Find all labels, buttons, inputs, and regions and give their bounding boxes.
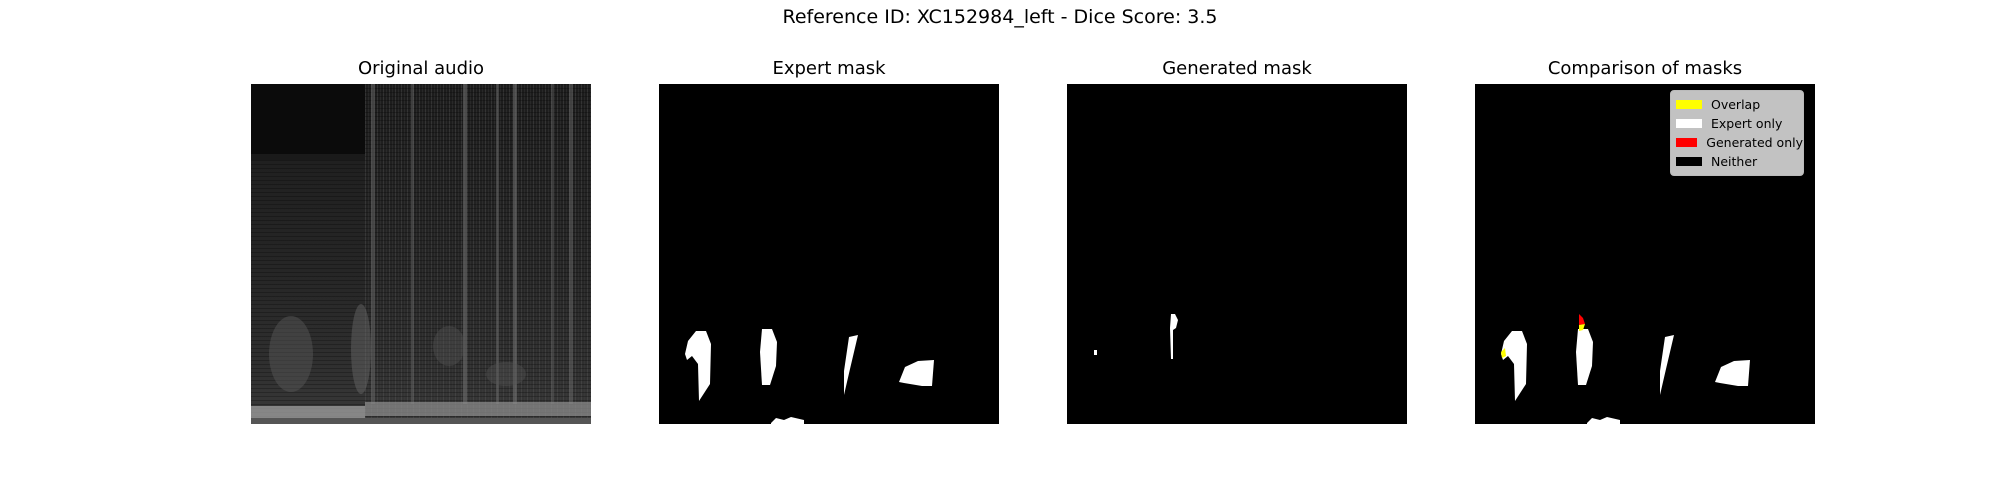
panel-title-expert-mask: Expert mask <box>772 58 886 79</box>
expert-only-region <box>1576 329 1593 385</box>
legend-swatch-neither <box>1676 157 1702 166</box>
expert-only-region <box>1587 417 1620 424</box>
expert-only-region <box>1501 331 1527 401</box>
legend-label-expert-only: Expert only <box>1711 116 1783 131</box>
legend-entry-generated-only: Generated only <box>1671 133 1803 152</box>
legend-swatch-expert-only <box>1676 119 1702 128</box>
panel-title-comparison: Comparison of masks <box>1547 58 1743 79</box>
legend-swatch-overlap <box>1676 100 1702 109</box>
expert-only-region <box>1715 360 1750 386</box>
panel-title-original-audio: Original audio <box>357 58 485 79</box>
generated-only-region <box>1579 314 1585 325</box>
expert-region <box>760 329 777 385</box>
generated-region <box>1094 350 1097 355</box>
legend-label-overlap: Overlap <box>1711 97 1761 112</box>
legend-entry-overlap: Overlap <box>1671 95 1803 114</box>
expert-region <box>844 335 858 395</box>
generated-mask-image <box>1067 84 1407 424</box>
overlap-region <box>1501 348 1506 358</box>
legend-swatch-generated-only <box>1676 138 1698 147</box>
overlap-region <box>1579 324 1585 331</box>
spectrogram-image <box>251 84 591 424</box>
legend-label-neither: Neither <box>1711 154 1758 169</box>
expert-only-region <box>1660 335 1674 395</box>
panel-title-generated-mask: Generated mask <box>1162 58 1312 79</box>
legend-entry-expert-only: Expert only <box>1671 114 1803 133</box>
generated-region <box>1170 314 1178 359</box>
expert-mask-image <box>659 84 999 424</box>
legend-entry-neither: Neither <box>1671 152 1803 171</box>
expert-region <box>899 360 934 386</box>
legend-label-generated-only: Generated only <box>1706 135 1803 150</box>
expert-region <box>685 331 711 401</box>
comparison-legend: Overlap Expert only Generated only Neith… <box>1670 90 1804 176</box>
figure-suptitle: Reference ID: XC152984_left - Dice Score… <box>782 6 1218 28</box>
expert-region <box>771 417 804 424</box>
